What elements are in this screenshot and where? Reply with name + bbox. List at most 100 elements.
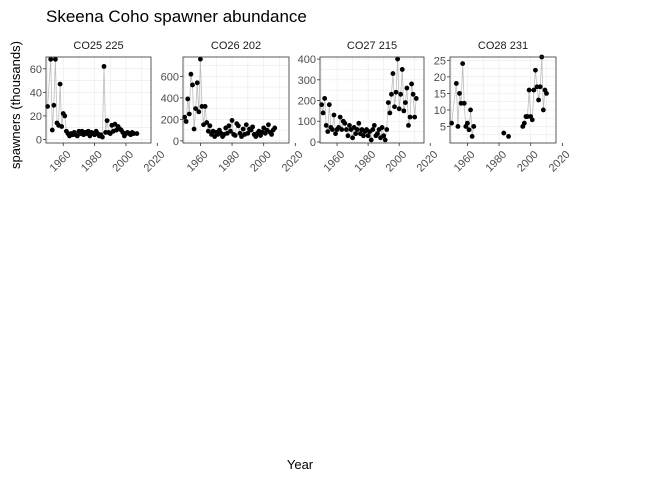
- x-tick-label: 1980: [216, 149, 242, 175]
- y-tick-label: 60: [30, 64, 42, 76]
- data-point: [202, 104, 208, 109]
- x-tick-label: 2020: [142, 149, 168, 175]
- data-point: [375, 131, 380, 137]
- data-point: [198, 56, 203, 62]
- y-tick-label: 15: [434, 88, 446, 100]
- data-point: [190, 82, 195, 88]
- y-tick-label: 400: [161, 93, 179, 105]
- data-point: [461, 100, 467, 106]
- data-point: [540, 107, 546, 113]
- data-point: [468, 107, 473, 113]
- data-point: [466, 127, 472, 133]
- data-point: [409, 81, 414, 87]
- data-point: [531, 87, 537, 93]
- x-tick-label: 2000: [248, 149, 274, 175]
- data-point: [387, 110, 393, 116]
- data-point: [323, 122, 329, 128]
- y-tick-label: 300: [298, 75, 316, 87]
- x-tick-label: 1980: [483, 149, 509, 175]
- data-point: [325, 129, 331, 135]
- data-point: [101, 64, 107, 69]
- data-point: [243, 122, 249, 128]
- data-point: [529, 117, 535, 123]
- facet-strip-label: CO26 202: [211, 40, 261, 52]
- data-point: [191, 126, 197, 132]
- data-point: [185, 96, 191, 102]
- data-point: [501, 130, 507, 136]
- data-point: [371, 122, 377, 128]
- data-point: [226, 123, 232, 129]
- x-tick-label: 1960: [185, 149, 211, 175]
- y-tick-label: 100: [298, 116, 316, 128]
- data-point: [183, 119, 189, 124]
- data-point: [453, 81, 459, 86]
- y-tick-label: 10: [434, 105, 446, 117]
- data-point: [537, 84, 543, 90]
- y-tick-label: 40: [30, 87, 42, 99]
- facet-panel: CO25 225 0 20 40 60 1960 1980 2000 2020: [30, 40, 168, 175]
- data-point: [228, 128, 233, 134]
- facet-strip-label: CO27 215: [347, 40, 397, 52]
- data-point: [347, 122, 352, 128]
- y-tick-label: 0: [310, 137, 316, 149]
- x-tick-label: 1960: [321, 149, 347, 175]
- data-point: [404, 85, 410, 91]
- data-point: [330, 127, 335, 132]
- data-point: [536, 97, 541, 103]
- data-point: [196, 109, 202, 115]
- data-point: [204, 120, 210, 125]
- x-tick-label: 2000: [515, 149, 541, 175]
- data-point: [229, 118, 235, 123]
- data-point: [401, 108, 407, 114]
- data-point: [51, 102, 57, 108]
- data-point: [392, 104, 397, 110]
- data-point: [272, 125, 278, 131]
- panel-border: [45, 56, 152, 144]
- facet-strip-label: CO28 231: [478, 40, 528, 52]
- data-point: [465, 120, 470, 126]
- y-tick-label: 25: [434, 55, 446, 67]
- data-point: [53, 56, 58, 62]
- data-point: [339, 127, 345, 132]
- data-point: [393, 89, 399, 95]
- data-point: [331, 112, 337, 118]
- data-point: [333, 131, 338, 137]
- facet-panel: CO26 202 0 200 400 600 1960 1980 2000 2020: [161, 40, 306, 175]
- data-point: [455, 124, 461, 129]
- data-point: [250, 124, 256, 130]
- data-point: [381, 133, 387, 139]
- data-point: [354, 127, 360, 132]
- facet-panel: CO28 231 5 10 15 20 25 1960 1980 2000 2020: [434, 40, 573, 175]
- data-point: [350, 135, 355, 141]
- data-point: [365, 133, 371, 139]
- data-point: [406, 122, 411, 128]
- data-point: [100, 134, 105, 140]
- data-point: [526, 87, 532, 93]
- data-point: [370, 127, 376, 132]
- data-point: [382, 137, 388, 143]
- panel-border: [319, 56, 425, 144]
- data-point: [48, 56, 54, 62]
- data-point: [59, 124, 65, 129]
- y-tick-label: 200: [298, 96, 316, 108]
- x-tick-label: 1960: [452, 149, 478, 175]
- data-point: [322, 96, 328, 101]
- data-point: [407, 114, 413, 120]
- x-tick-label: 2000: [110, 149, 136, 175]
- y-tick-label: 0: [36, 134, 42, 146]
- data-point: [320, 110, 326, 116]
- panel-border: [182, 56, 290, 144]
- data-point: [207, 123, 213, 129]
- x-tick-label: 2020: [280, 149, 306, 175]
- data-point: [245, 130, 251, 136]
- x-tick-label: 2020: [415, 149, 441, 175]
- data-point: [337, 114, 343, 120]
- data-point: [345, 133, 351, 139]
- data-point: [49, 127, 55, 133]
- data-point: [398, 91, 404, 97]
- data-point: [342, 120, 348, 126]
- y-tick-label: 600: [161, 71, 179, 83]
- data-point: [521, 120, 527, 126]
- x-axis-label: Year: [287, 457, 314, 472]
